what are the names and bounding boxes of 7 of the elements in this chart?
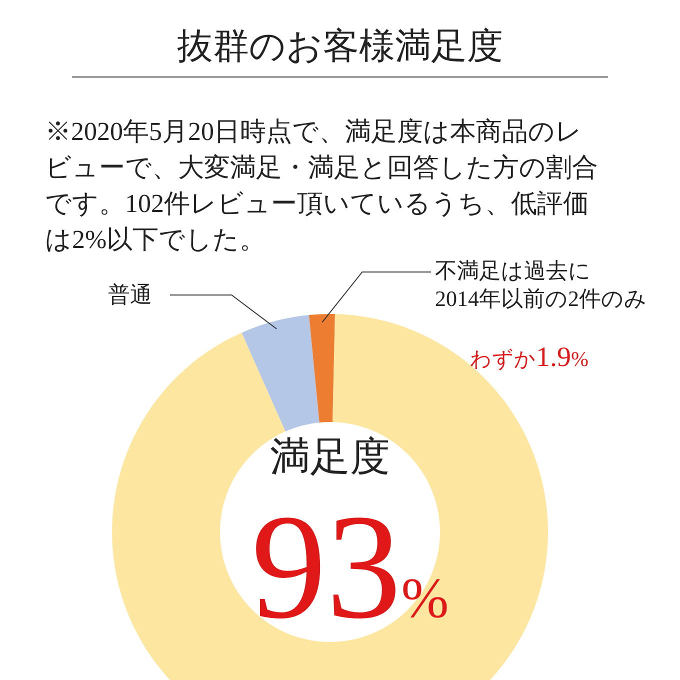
text: ※2020年5月20日時点で、満足度は本商品のレビューで、大変満足・満足と回答した方の割合です。102件レビュー頂いているうち、低評価は2%以下でした。 bbox=[45, 117, 598, 254]
slice-label: 不満足は過去に 2014年以前の2件のみ bbox=[435, 258, 647, 311]
data-label: わずか1.9% bbox=[470, 342, 588, 373]
data-label: 93% bbox=[251, 484, 449, 650]
chart-title: 抜群のお客様満足度 bbox=[177, 26, 503, 66]
slice-label: 満足度 bbox=[270, 434, 390, 479]
slice-label: 普通 bbox=[108, 282, 152, 307]
